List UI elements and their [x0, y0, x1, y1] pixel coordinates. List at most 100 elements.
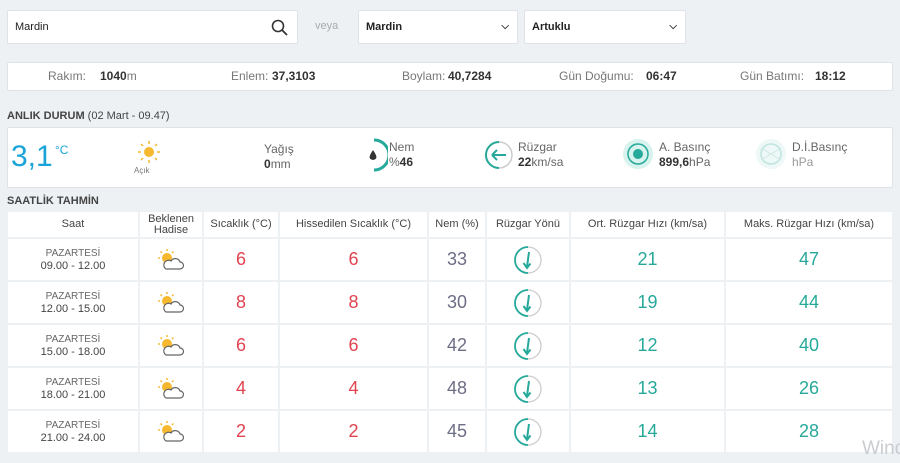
current-panel: [7, 127, 893, 188]
table-cell: 21: [571, 239, 724, 280]
sea-pressure-unit: hPa: [792, 155, 814, 169]
pressure-label: A. Basınç: [659, 140, 711, 154]
feels-like: 6: [348, 335, 359, 355]
location-value: 06:47: [646, 69, 677, 83]
humidity-icon: [369, 138, 388, 172]
wind-max: 26: [798, 378, 820, 398]
humidity-value: 46: [399, 155, 414, 169]
wind-direction-icon: [514, 288, 542, 317]
temperature: 2: [235, 421, 246, 441]
wind-max: 47: [798, 249, 820, 269]
table-cell: [140, 368, 202, 409]
table-cell: 47: [726, 239, 892, 280]
table-cell: PAZARTESİ 09.00 - 12.00: [8, 239, 138, 280]
wind-avg: 19: [637, 292, 658, 312]
humidity: 30: [446, 292, 468, 312]
table-cell: 28: [726, 411, 892, 452]
wind-icon: [485, 141, 513, 169]
humidity: 45: [446, 421, 468, 441]
watermark: Wind: [862, 438, 900, 459]
current-temp-unit: °C: [55, 143, 69, 157]
time-range: 09.00 - 12.00: [40, 259, 106, 272]
table-cell: PAZARTESİ 21.00 - 24.00: [8, 411, 138, 452]
search-input[interactable]: Mardin: [7, 10, 298, 44]
column-header: Maks. Rüzgar Hızı (km/sa): [726, 212, 892, 237]
location-label: Rakım:: [48, 69, 87, 83]
wind-avg: 14: [637, 421, 658, 441]
wind-direction-icon: [514, 417, 542, 446]
table-cell: [140, 239, 202, 280]
time-range: 21.00 - 24.00: [40, 431, 106, 444]
wind-label: Rüzgar: [518, 140, 557, 154]
table-cell: 19: [571, 282, 724, 323]
location-value: 40,7284: [448, 69, 492, 83]
day: PAZARTESİ: [45, 376, 101, 388]
table-cell: PAZARTESİ 12.00 - 15.00: [8, 282, 138, 323]
temperature: 8: [235, 292, 246, 312]
feels-like: 2: [348, 421, 359, 441]
table-cell: [487, 282, 569, 323]
table-cell: [140, 282, 202, 323]
forecast-title: SAATLİK TAHMİN: [7, 195, 99, 207]
wind-avg: 13: [637, 378, 658, 398]
search-text: Mardin: [15, 21, 49, 33]
current-date: (02 Mart - 09.47): [87, 110, 170, 122]
location-value: 37,3103: [272, 69, 316, 83]
table-cell: 30: [429, 282, 485, 323]
column-header: Nem (%): [429, 212, 485, 237]
humidity: 42: [446, 335, 468, 355]
wind-value: 22: [518, 155, 532, 169]
wind-max: 44: [798, 292, 820, 312]
table-cell: 6: [280, 239, 427, 280]
humidity: 48: [446, 378, 468, 398]
table-cell: 2: [204, 411, 278, 452]
table-cell: PAZARTESİ 15.00 - 18.00: [8, 325, 138, 366]
humidity-unit: %: [389, 155, 400, 169]
table-cell: 33: [429, 239, 485, 280]
humidity: 33: [446, 249, 468, 269]
table-cell: [140, 411, 202, 452]
table-cell: 2: [280, 411, 427, 452]
table-cell: 6: [280, 325, 427, 366]
time-range: 12.00 - 15.00: [40, 302, 106, 315]
weather-icon: [158, 420, 185, 442]
location-unit: m: [126, 69, 137, 83]
weather-icon: [158, 291, 185, 313]
wind-direction-icon: [514, 245, 542, 274]
column-header: Hissedilen Sıcaklık (°C): [280, 212, 427, 237]
sea-pressure-label: D.İ.Basınç: [792, 140, 848, 154]
current-temp: 3,1: [11, 140, 53, 173]
wind-max: 40: [798, 335, 820, 355]
province-select[interactable]: Mardin ⌵: [358, 10, 518, 44]
district-select[interactable]: Artuklu ⌵: [524, 10, 686, 44]
precip-label: Yağış: [264, 142, 294, 156]
table-cell: 4: [280, 368, 427, 409]
location-label: Gün Doğumu:: [559, 69, 634, 83]
wind-direction-icon: [514, 374, 542, 403]
column-header: Saat: [8, 212, 138, 237]
wind-direction-icon: [514, 331, 542, 360]
table-cell: 42: [429, 325, 485, 366]
location-label: Enlem:: [231, 69, 269, 83]
current-title: ANLIK DURUM (02 Mart - 09.47): [7, 110, 170, 122]
weather-icon: [158, 377, 185, 399]
wind-avg: 12: [637, 335, 658, 355]
location-value: 1040: [100, 69, 127, 83]
table-cell: 48: [429, 368, 485, 409]
table-cell: 12: [571, 325, 724, 366]
table-cell: [140, 325, 202, 366]
table-cell: [487, 411, 569, 452]
or-label: veya: [315, 20, 339, 32]
pressure-value: 899,6: [659, 155, 690, 169]
table-cell: [487, 325, 569, 366]
time-range: 15.00 - 18.00: [40, 345, 106, 358]
table-cell: 6: [204, 239, 278, 280]
day: PAZARTESİ: [45, 247, 101, 259]
feels-like: 4: [348, 378, 359, 398]
wind-unit: km/sa: [531, 155, 564, 169]
location-value: 18:12: [815, 69, 846, 83]
search-icon[interactable]: [271, 19, 289, 37]
condition: Açık: [134, 166, 150, 175]
location-label: Boylam:: [402, 69, 446, 83]
temperature: 6: [235, 249, 246, 269]
